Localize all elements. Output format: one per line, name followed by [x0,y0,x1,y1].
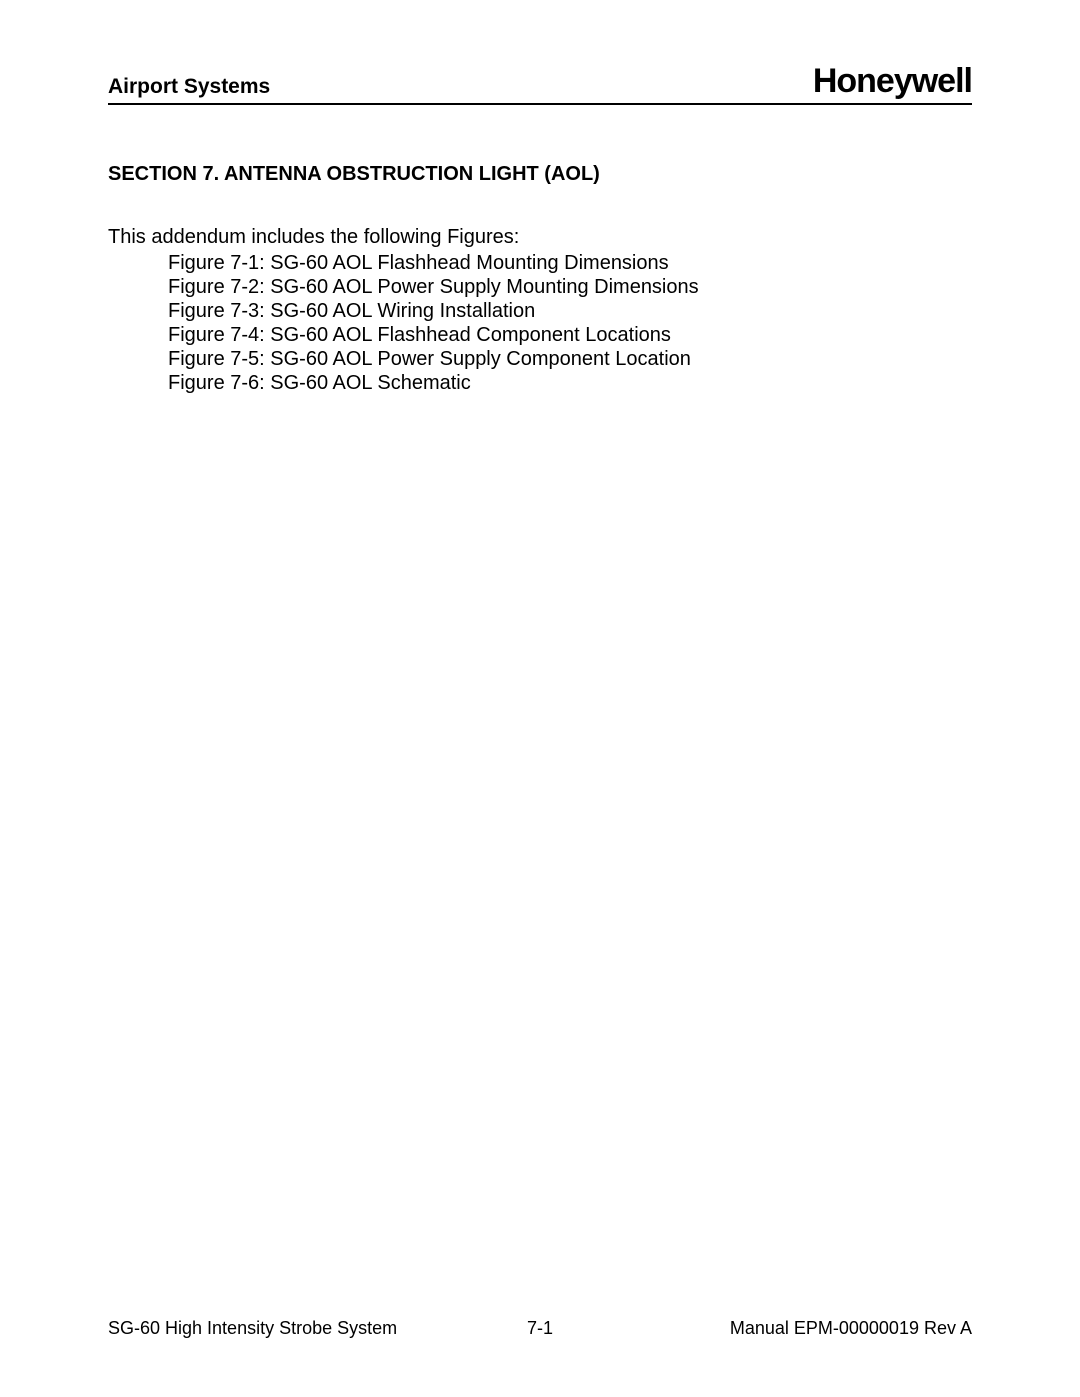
page-footer: SG-60 High Intensity Strobe System 7-1 M… [108,1318,972,1339]
brand-logo-text: Honeywell [813,62,972,101]
figure-item: Figure 7-5: SG-60 AOL Power Supply Compo… [168,347,972,371]
document-page: Airport Systems Honeywell SECTION 7. ANT… [0,0,1080,1397]
page-header: Airport Systems Honeywell [108,62,972,105]
figure-item: Figure 7-2: SG-60 AOL Power Supply Mount… [168,275,972,299]
figure-list: Figure 7-1: SG-60 AOL Flashhead Mounting… [108,251,972,395]
footer-left-text: SG-60 High Intensity Strobe System [108,1318,397,1339]
section-title: SECTION 7. ANTENNA OBSTRUCTION LIGHT (AO… [108,163,972,186]
figure-item: Figure 7-4: SG-60 AOL Flashhead Componen… [168,323,972,347]
footer-page-number: 7-1 [527,1318,553,1339]
intro-text: This addendum includes the following Fig… [108,226,972,249]
footer-right-text: Manual EPM-00000019 Rev A [730,1318,972,1339]
header-left-text: Airport Systems [108,75,270,101]
figure-item: Figure 7-6: SG-60 AOL Schematic [168,371,972,395]
figure-item: Figure 7-3: SG-60 AOL Wiring Installatio… [168,299,972,323]
figure-item: Figure 7-1: SG-60 AOL Flashhead Mounting… [168,251,972,275]
